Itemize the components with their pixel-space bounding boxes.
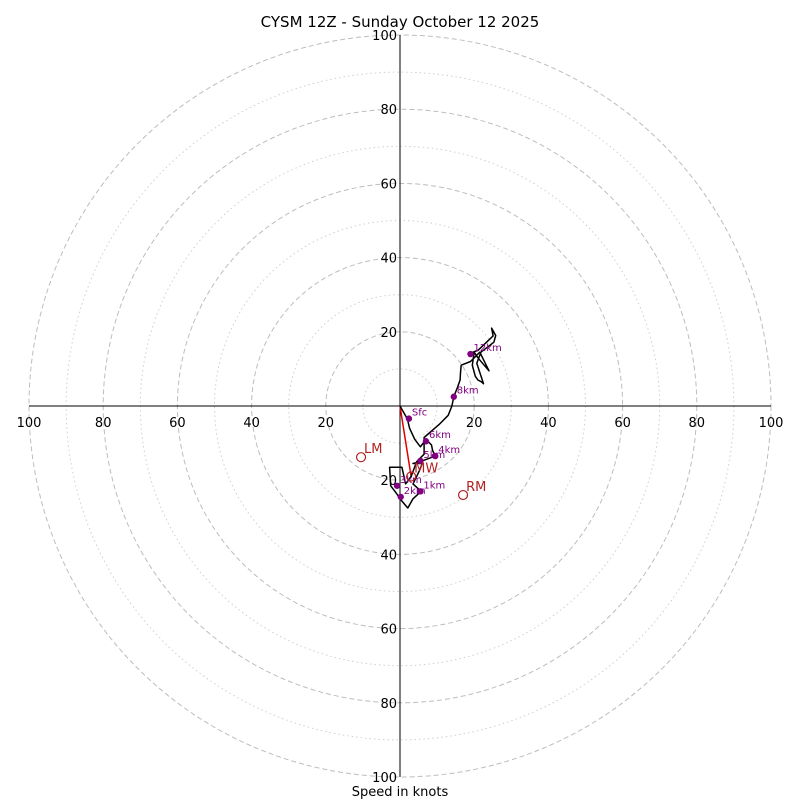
tick-label-right: 80 [689, 416, 706, 431]
tick-label-top: 40 [380, 252, 397, 267]
shear-vector [399, 405, 412, 477]
height-marker-1km [417, 488, 424, 495]
axis-ticks: 20 40 60 80 100 20 40 60 80 100 20 40 60 80 100 20 40 60 8… [17, 29, 784, 786]
height-label-3km: 3km [400, 475, 422, 486]
tick-label-bottom: 20 [380, 474, 397, 489]
tick-label-bottom: 60 [380, 623, 397, 638]
chart-title: CYSM 12Z - Sunday October 12 2025 [261, 13, 540, 31]
x-axis-label: Speed in knots [352, 785, 449, 800]
tick-label-left: 20 [318, 416, 335, 431]
tick-label-right: 20 [466, 416, 483, 431]
storm-motion-label-MW: MW [414, 461, 438, 476]
height-marker-6km [422, 438, 430, 445]
storm-motion-marker-RM [457, 489, 469, 501]
height-label-5km: 5km [423, 450, 445, 461]
height-label-12km: 12km [473, 343, 501, 354]
hodograph-trace [388, 327, 497, 509]
height-marker-Sfc [405, 415, 413, 422]
height-marker-8km [450, 393, 457, 400]
height-label-2km: 2km [404, 486, 426, 497]
height-marker-2km [397, 493, 404, 501]
tick-label-top: 60 [380, 177, 397, 192]
tick-label-left: 100 [17, 416, 42, 431]
storm-motion-marker-MW [406, 471, 417, 482]
tick-label-right: 40 [540, 416, 557, 431]
tick-label-left: 40 [243, 416, 260, 431]
storm-motion-label-LM: LM [364, 442, 382, 457]
height-marker-5km [417, 457, 424, 465]
height-label-Sfc: Sfc [412, 408, 427, 419]
tick-label-top: 100 [372, 29, 397, 44]
height-label-1km: 1km [423, 480, 445, 491]
tick-label-right: 100 [759, 416, 784, 431]
height-marker-3km [393, 482, 401, 489]
shear-vector-layer [399, 405, 412, 477]
height-label-6km: 6km [429, 430, 451, 441]
height-marker-12km [467, 350, 474, 358]
tick-label-left: 80 [95, 416, 112, 431]
height-label-8km: 8km [457, 386, 479, 397]
tick-label-bottom: 80 [380, 697, 397, 712]
tick-label-right: 60 [614, 416, 631, 431]
wind-trace-layer [388, 327, 497, 509]
tick-label-bottom: 100 [372, 771, 397, 786]
tick-label-bottom: 40 [380, 548, 397, 563]
tick-label-top: 20 [380, 326, 397, 341]
height-label-4km: 4km [438, 445, 460, 456]
storm-motion-label-RM: RM [466, 480, 486, 495]
storm-motion-layer: LM MW RM [355, 442, 486, 501]
height-marker-4km [432, 452, 439, 460]
storm-motion-marker-LM [355, 452, 367, 463]
tick-label-top: 80 [380, 103, 397, 118]
tick-label-left: 60 [169, 416, 186, 431]
